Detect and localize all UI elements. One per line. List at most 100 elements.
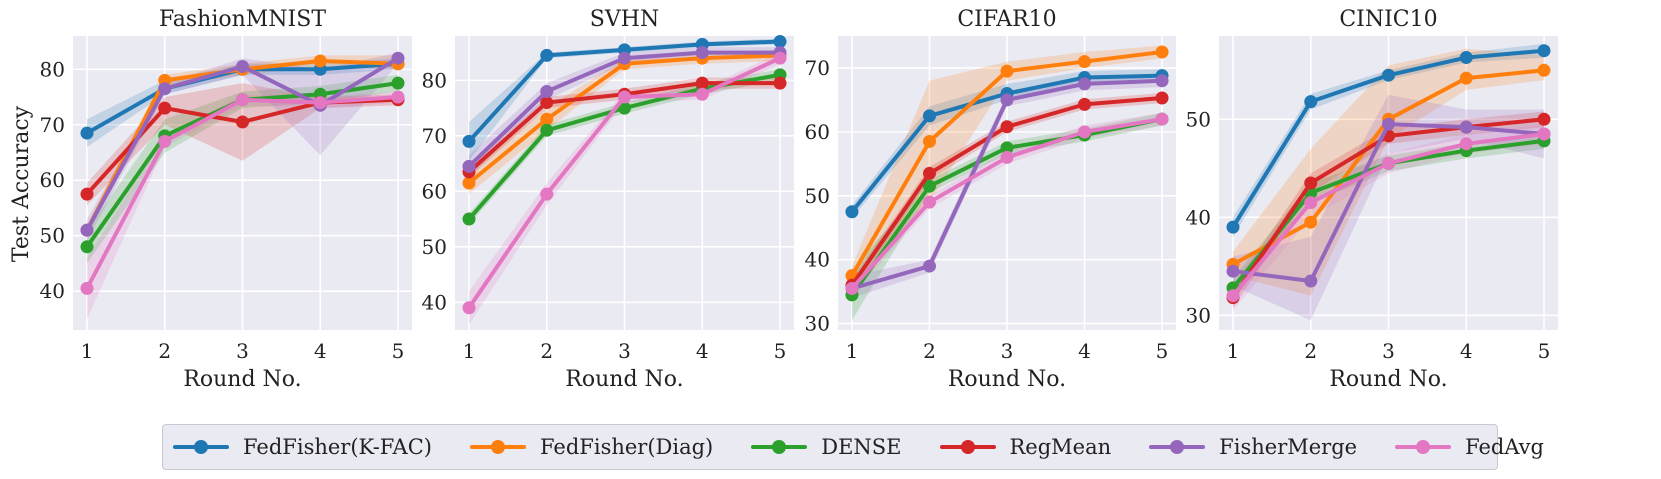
y-tick-label: 50 (40, 224, 65, 248)
band-fedfisher-diag (468, 49, 781, 195)
point-fishermerge (1000, 93, 1014, 107)
band-fedfisher-diag (851, 45, 1163, 286)
point-fedfisher-k-fac (773, 35, 787, 49)
point-fedavg (845, 281, 859, 295)
point-fishermerge (1459, 120, 1473, 134)
point-fishermerge (1078, 77, 1092, 91)
point-fedavg (462, 301, 476, 315)
point-fedfisher-k-fac (1537, 44, 1551, 58)
point-fedfisher-k-fac (922, 109, 936, 123)
point-dense (1000, 141, 1014, 155)
point-fedavg (80, 281, 94, 295)
x-tick-label: 1 (81, 339, 94, 363)
point-fedavg (1459, 137, 1473, 151)
point-fedfisher-diag (1000, 64, 1014, 78)
x-tick-label: 4 (1460, 339, 1473, 363)
point-dense (618, 101, 631, 115)
legend-item: FisherMerge (1149, 435, 1357, 459)
y-axis-label: Test Accuracy (9, 105, 34, 262)
legend-label: RegMean (1009, 435, 1112, 459)
point-dense (462, 212, 476, 226)
y-tick-label: 40 (1186, 205, 1211, 229)
y-tick-label: 80 (422, 68, 447, 92)
point-fedfisher-k-fac (845, 205, 859, 219)
point-fedavg (1000, 150, 1014, 164)
band-regmean (851, 92, 1163, 292)
y-tick-label: 30 (805, 312, 830, 336)
legend-swatch (1395, 437, 1452, 457)
point-fishermerge (236, 60, 249, 74)
point-fedavg (618, 90, 631, 104)
y-tick-label: 70 (805, 56, 830, 80)
x-axis-label: Round No. (183, 367, 301, 392)
point-dense (80, 240, 94, 254)
y-tick-label: 50 (422, 235, 447, 259)
point-fedfisher-diag (1078, 55, 1092, 69)
x-axis-label: Round No. (1329, 367, 1447, 392)
point-dense (391, 76, 405, 90)
band-fishermerge (468, 47, 781, 178)
legend-swatch (1149, 437, 1206, 457)
x-tick-label: 3 (1382, 339, 1395, 363)
point-regmean (1000, 120, 1014, 134)
point-fedavg (1226, 289, 1240, 303)
point-fishermerge (462, 159, 476, 173)
point-fishermerge (540, 84, 554, 98)
point-fishermerge (1226, 264, 1240, 278)
x-tick-label: 1 (846, 339, 859, 363)
legend-label: DENSE (821, 435, 902, 459)
point-regmean (1304, 176, 1318, 190)
point-regmean (540, 96, 554, 110)
point-fedfisher-diag (922, 134, 936, 148)
point-fishermerge (695, 46, 709, 60)
y-tick-label: 60 (805, 120, 830, 144)
point-fedfisher-k-fac (1226, 220, 1240, 234)
point-fedfisher-diag (1537, 63, 1551, 77)
point-regmean (1078, 97, 1092, 111)
point-regmean (695, 76, 709, 90)
point-regmean (1155, 91, 1169, 105)
x-tick-label: 3 (618, 339, 631, 363)
band-fishermerge (851, 74, 1163, 299)
point-fedavg (773, 51, 787, 65)
legend-label: FedAvg (1465, 435, 1544, 459)
y-tick-label: 60 (422, 179, 447, 203)
x-tick-label: 2 (923, 339, 936, 363)
point-regmean (158, 101, 172, 115)
band-dense (86, 74, 399, 264)
legend: FedFisher(K-FAC) FedFisher(Diag) DENSE RegM… (162, 424, 1544, 470)
x-tick-label: 5 (774, 339, 787, 363)
x-tick-label: 2 (1304, 339, 1317, 363)
x-tick-label: 5 (1538, 339, 1551, 363)
point-fedavg (158, 134, 172, 148)
x-tick-label: 2 (158, 339, 171, 363)
legend-swatch (751, 437, 808, 457)
legend-item: FedFisher(Diag) (469, 435, 713, 459)
y-tick-label: 50 (805, 184, 830, 208)
point-fedavg (1155, 112, 1169, 126)
point-fishermerge (391, 51, 405, 65)
subplot-svhn: 1 2 3 4 5 40 50 60 70 80 SVHN Round No. (422, 7, 794, 392)
point-fishermerge (1304, 274, 1318, 288)
point-fishermerge (1382, 117, 1395, 131)
subplot-title: FashionMNIST (159, 7, 326, 32)
subplot-title: CINIC10 (1339, 7, 1437, 32)
point-fishermerge (618, 51, 631, 65)
y-tick-label: 40 (40, 279, 65, 303)
legend-item: RegMean (939, 435, 1112, 459)
x-tick-label: 4 (1078, 339, 1091, 363)
x-tick-label: 5 (392, 339, 405, 363)
legend-swatch (469, 437, 526, 457)
y-tick-label: 40 (422, 290, 447, 314)
point-fedfisher-k-fac (540, 48, 554, 62)
point-fishermerge (1155, 74, 1169, 88)
point-regmean (922, 166, 936, 180)
point-regmean (236, 115, 249, 129)
point-fedfisher-k-fac (1382, 68, 1395, 82)
point-fedfisher-k-fac (1459, 51, 1473, 65)
point-fedavg (391, 90, 405, 104)
legend-swatch (939, 437, 996, 457)
point-fedavg (1304, 196, 1318, 210)
y-tick-label: 70 (40, 113, 65, 137)
x-axis-label: Round No. (948, 367, 1066, 392)
